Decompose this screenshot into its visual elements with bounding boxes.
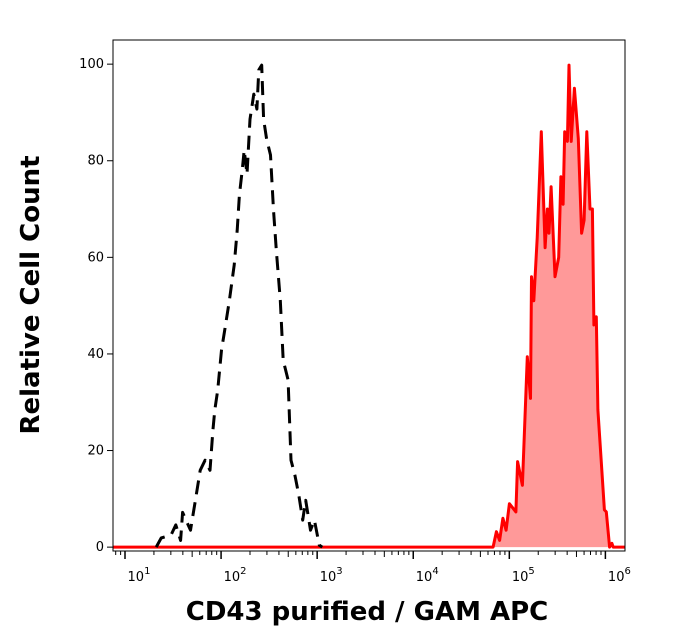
y-tick-label: 40 <box>87 347 104 362</box>
series-1-line <box>113 63 625 549</box>
series-0-line <box>154 63 324 549</box>
x-tick-label: 102 <box>224 566 247 585</box>
plot-frame <box>112 39 626 552</box>
x-tick-label: 104 <box>416 566 439 585</box>
x-tick-label: 106 <box>608 566 631 585</box>
x-tick-label: 101 <box>128 566 151 585</box>
series-layer <box>113 63 625 549</box>
y-tick-label: 100 <box>79 57 104 72</box>
x-tick-label: 103 <box>320 566 343 585</box>
y-tick-label: 80 <box>87 154 104 169</box>
x-tick-label: 105 <box>512 566 535 585</box>
axes-layer: 0 20 40 60 80 100 101 102 103 104 105 106 <box>79 57 631 585</box>
series-1-fill <box>113 65 625 548</box>
x-axis-label: CD43 purified / GAM APC <box>186 597 549 627</box>
y-tick-label: 0 <box>96 540 104 555</box>
y-tick-label: 60 <box>87 250 104 265</box>
y-tick-label: 20 <box>87 444 104 459</box>
y-axis-label: Relative Cell Count <box>16 155 46 434</box>
